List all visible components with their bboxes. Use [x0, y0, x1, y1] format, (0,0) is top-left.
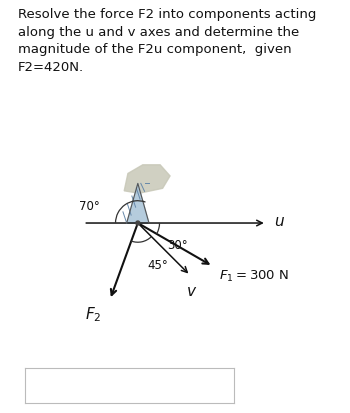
- Polygon shape: [127, 183, 149, 223]
- Circle shape: [136, 221, 140, 225]
- Text: Resolve the force F2 into components acting
along the u and v axes and determine: Resolve the force F2 into components act…: [18, 8, 316, 74]
- Text: $u$: $u$: [274, 214, 285, 229]
- Text: 45°: 45°: [148, 259, 168, 272]
- Text: $v$: $v$: [186, 284, 197, 299]
- Text: $F_2$: $F_2$: [85, 305, 101, 323]
- Text: 70°: 70°: [79, 200, 99, 214]
- Text: 30°: 30°: [168, 239, 188, 252]
- Text: $F_1 = 300$ N: $F_1 = 300$ N: [219, 269, 289, 284]
- Polygon shape: [124, 165, 170, 193]
